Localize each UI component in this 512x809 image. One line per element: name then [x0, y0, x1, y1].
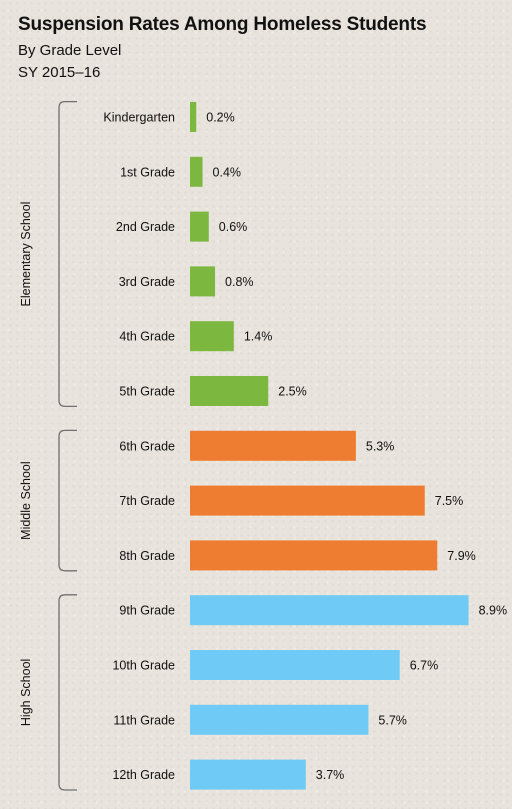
category-label-2nd-grade: 2nd Grade — [116, 220, 175, 234]
category-label-kindergarten: Kindergarten — [103, 111, 175, 125]
bar-1st-grade — [190, 156, 203, 187]
value-label-10th-grade: 6.7% — [410, 659, 439, 673]
category-label-8th-grade: 8th Grade — [119, 549, 175, 563]
chart-subtitle-school-year: SY 2015–16 — [18, 64, 101, 81]
value-label-3rd-grade: 0.8% — [225, 275, 254, 289]
category-label-3rd-grade: 3rd Grade — [119, 275, 175, 289]
chart-title: Suspension Rates Among Homeless Students — [18, 14, 427, 35]
bar-7th-grade — [190, 485, 425, 516]
group-label-high-school: High School — [19, 659, 33, 726]
category-label-10th-grade: 10th Grade — [112, 659, 175, 673]
bar-12th-grade — [190, 759, 306, 790]
category-label-6th-grade: 6th Grade — [119, 439, 175, 453]
value-label-6th-grade: 5.3% — [366, 439, 395, 453]
value-label-7th-grade: 7.5% — [435, 494, 464, 508]
category-label-12th-grade: 12th Grade — [112, 768, 175, 782]
bar-11th-grade — [190, 704, 369, 735]
value-label-8th-grade: 7.9% — [447, 549, 476, 563]
bar-kindergarten — [190, 102, 197, 132]
bracket-high-school — [58, 594, 77, 791]
group-label-elementary-school: Elementary School — [19, 202, 33, 307]
bracket-elementary-school — [58, 100, 77, 408]
value-label-12th-grade: 3.7% — [316, 768, 345, 782]
bar-6th-grade — [190, 430, 356, 461]
chart-subtitle-grade-level: By Grade Level — [18, 42, 122, 59]
bar-2nd-grade — [190, 211, 209, 242]
bar-5th-grade — [190, 376, 269, 406]
bar-3rd-grade — [190, 266, 216, 297]
bar-8th-grade — [190, 540, 438, 571]
category-label-11th-grade: 11th Grade — [113, 713, 175, 727]
value-label-1st-grade: 0.4% — [213, 165, 242, 179]
value-label-11th-grade: 5.7% — [378, 713, 407, 727]
bar-9th-grade — [190, 595, 469, 626]
category-label-4th-grade: 4th Grade — [119, 330, 175, 344]
bar-4th-grade — [190, 321, 234, 352]
value-label-2nd-grade: 0.6% — [219, 220, 248, 234]
category-label-5th-grade: 5th Grade — [119, 385, 175, 399]
value-label-4th-grade: 1.4% — [244, 330, 273, 344]
group-label-middle-school: Middle School — [19, 461, 33, 540]
value-label-5th-grade: 2.5% — [278, 385, 307, 399]
category-label-1st-grade: 1st Grade — [120, 165, 175, 179]
value-label-9th-grade: 8.9% — [479, 604, 508, 618]
value-label-kindergarten: 0.2% — [206, 111, 235, 125]
category-label-7th-grade: 7th Grade — [119, 494, 175, 508]
bracket-middle-school — [58, 429, 77, 572]
bar-10th-grade — [190, 650, 400, 680]
category-label-9th-grade: 9th Grade — [119, 604, 175, 618]
